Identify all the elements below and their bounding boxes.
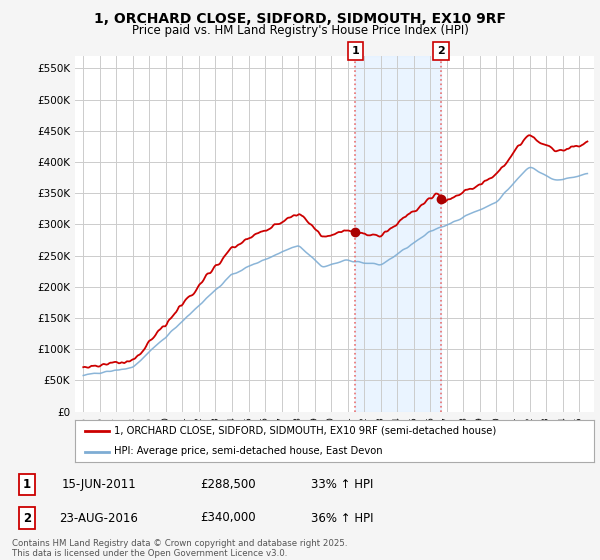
Text: 36% ↑ HPI: 36% ↑ HPI xyxy=(311,511,373,525)
Text: £288,500: £288,500 xyxy=(200,478,256,491)
Text: 1: 1 xyxy=(23,478,31,491)
Text: 1: 1 xyxy=(352,46,359,56)
Text: 33% ↑ HPI: 33% ↑ HPI xyxy=(311,478,373,491)
Text: Price paid vs. HM Land Registry's House Price Index (HPI): Price paid vs. HM Land Registry's House … xyxy=(131,24,469,36)
Text: £340,000: £340,000 xyxy=(200,511,256,525)
Text: 15-JUN-2011: 15-JUN-2011 xyxy=(62,478,136,491)
Text: 2: 2 xyxy=(437,46,445,56)
Text: 1, ORCHARD CLOSE, SIDFORD, SIDMOUTH, EX10 9RF: 1, ORCHARD CLOSE, SIDFORD, SIDMOUTH, EX1… xyxy=(94,12,506,26)
Text: Contains HM Land Registry data © Crown copyright and database right 2025.
This d: Contains HM Land Registry data © Crown c… xyxy=(12,539,347,558)
Text: 23-AUG-2016: 23-AUG-2016 xyxy=(59,511,139,525)
Bar xyxy=(355,56,441,412)
Text: HPI: Average price, semi-detached house, East Devon: HPI: Average price, semi-detached house,… xyxy=(114,446,383,456)
Text: 2: 2 xyxy=(23,511,31,525)
Text: 1, ORCHARD CLOSE, SIDFORD, SIDMOUTH, EX10 9RF (semi-detached house): 1, ORCHARD CLOSE, SIDFORD, SIDMOUTH, EX1… xyxy=(114,426,496,436)
